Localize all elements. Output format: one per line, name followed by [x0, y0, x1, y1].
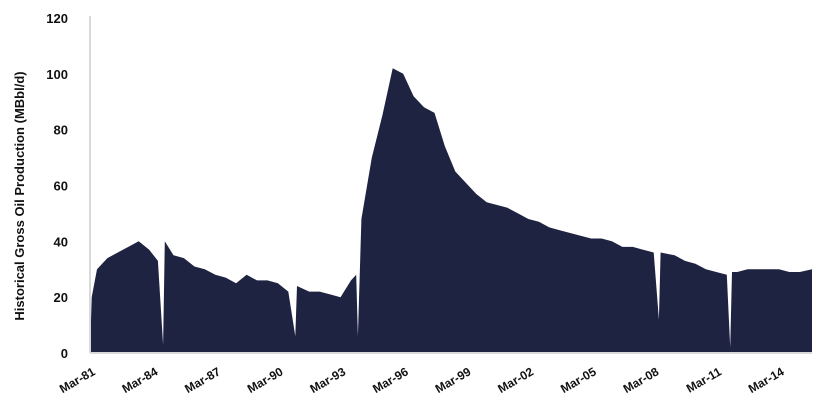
production-area-series [90, 68, 812, 354]
x-tick-label: Mar-02 [495, 364, 536, 396]
x-axis: Mar-81 Mar-84 Mar-87 Mar-90 Mar-93 Mar-96 Mar-… [57, 352, 812, 396]
x-tick-label: Mar-84 [120, 364, 161, 396]
y-axis: 0 20 40 60 80 100 120 [46, 11, 91, 361]
y-tick-label: 20 [54, 290, 68, 305]
x-tick-label: Mar-87 [182, 364, 223, 396]
y-axis-label: Historical Gross Oil Production (MBbl/d) [12, 71, 27, 320]
x-tick-label: Mar-93 [307, 364, 348, 396]
x-tick-label: Mar-90 [245, 364, 286, 396]
x-tick-label: Mar-96 [370, 364, 411, 396]
y-tick-label: 100 [46, 67, 68, 82]
y-tick-label: 60 [54, 179, 68, 194]
y-tick-label: 120 [46, 11, 68, 26]
x-tick-label: Mar-11 [684, 364, 724, 395]
plot-area [90, 68, 812, 354]
x-tick-label: Mar-14 [746, 364, 787, 396]
x-tick-label: Mar-81 [57, 364, 98, 396]
x-tick-label: Mar-05 [558, 364, 599, 396]
y-tick-label: 0 [61, 346, 68, 361]
y-tick-label: 40 [54, 234, 68, 249]
x-tick-label: Mar-99 [433, 364, 474, 396]
y-tick-label: 80 [54, 123, 68, 138]
x-tick-label: Mar-08 [621, 364, 662, 396]
